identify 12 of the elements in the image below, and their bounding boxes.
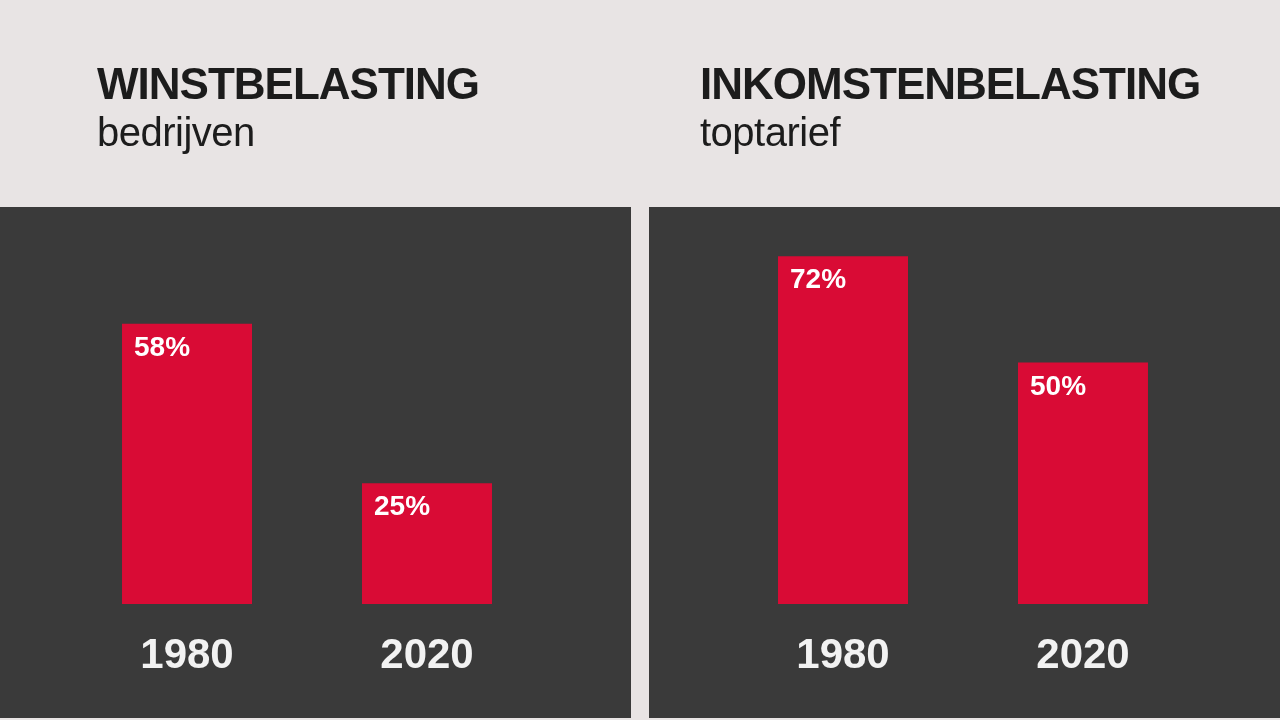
x-tick-label: 2020 [380,629,474,677]
x-tick-label: 2020 [1036,629,1130,677]
x-tick-label: 1980 [140,629,234,677]
chart-title: INKOMSTENBELASTING [700,59,1202,108]
chart-subtitle: bedrijven [97,109,256,156]
data-label: 25% [373,490,431,522]
data-label: 58% [134,330,191,362]
data-label: 72% [790,263,847,295]
x-tick-label: 1980 [796,629,890,677]
chart-subtitle: toptarief [700,109,842,156]
data-label: 50% [1029,369,1087,401]
chart-title: WINSTBELASTING [97,59,480,108]
